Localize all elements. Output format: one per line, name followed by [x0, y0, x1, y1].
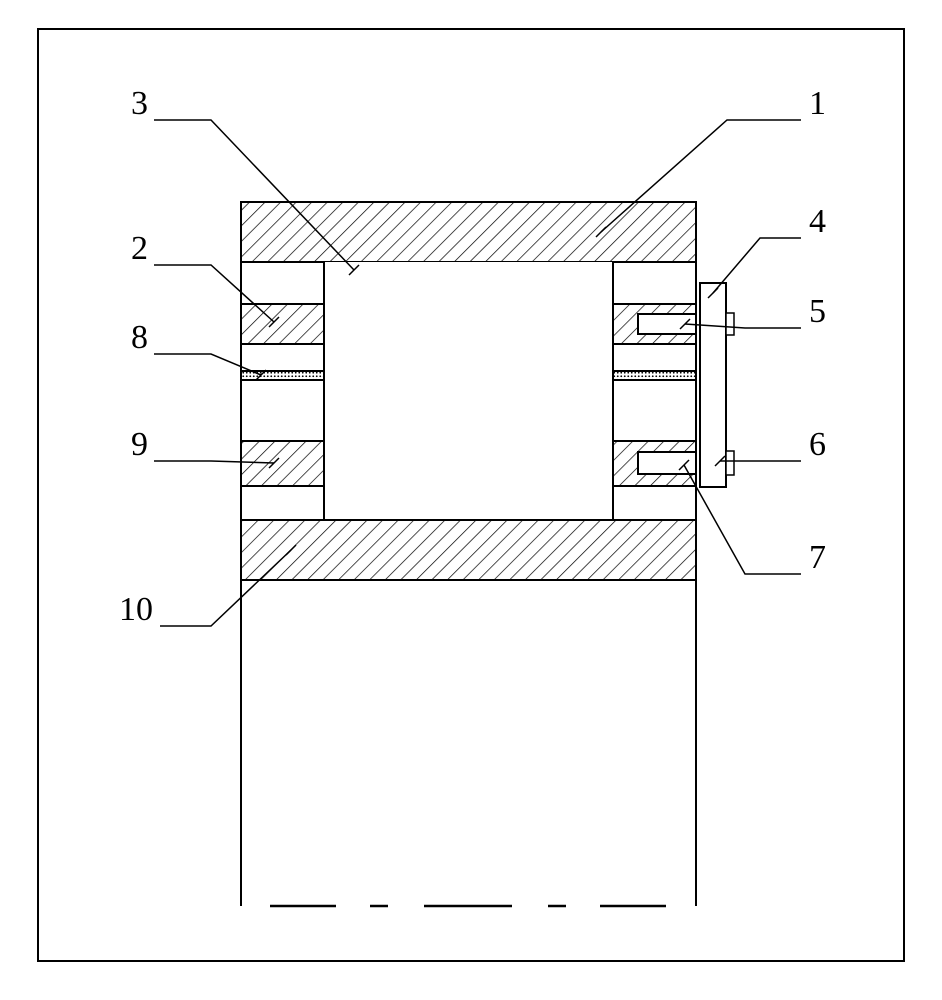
base-plate-10 — [241, 520, 696, 580]
label-1: 1 — [809, 85, 826, 122]
label-4: 4 — [809, 203, 826, 240]
bracket-4-tab-lower — [726, 451, 734, 475]
label-2: 2 — [131, 230, 148, 267]
label-3: 3 — [131, 85, 148, 122]
bracket-4 — [700, 283, 726, 487]
bracket-4-tab-upper — [726, 313, 734, 335]
label-8: 8 — [131, 319, 148, 356]
inner-cavity — [324, 262, 613, 520]
spacer-8-right — [613, 371, 696, 380]
ring-2-left — [241, 304, 324, 344]
label-7: 7 — [809, 539, 826, 576]
top-plate — [241, 202, 696, 262]
label-5: 5 — [809, 293, 826, 330]
label-6: 6 — [809, 426, 826, 463]
label-10: 10 — [119, 591, 153, 628]
label-9: 9 — [131, 426, 148, 463]
ring-9-left — [241, 441, 324, 486]
